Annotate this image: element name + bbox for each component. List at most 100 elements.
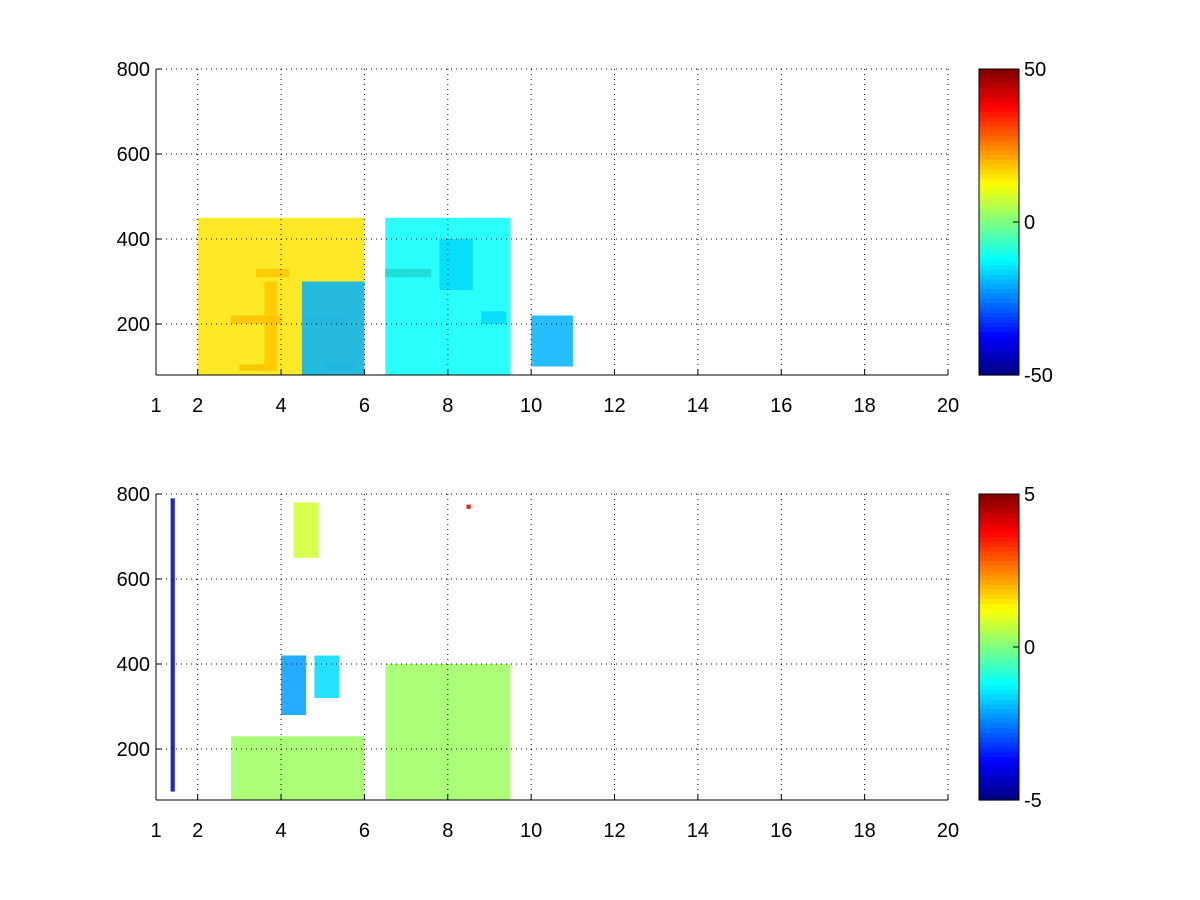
colorbar-swatch	[979, 159, 1019, 166]
colorbar-tick-label: 0	[1024, 212, 1035, 234]
heatmap-region-2	[385, 664, 511, 800]
colorbar-swatch	[979, 733, 1019, 739]
colorbar-swatch	[979, 155, 1019, 161]
x-tick-label: 8	[442, 395, 453, 417]
colorbar-swatch	[979, 747, 1019, 753]
colorbar-swatch	[979, 135, 1019, 142]
heatmap-region-3	[281, 655, 307, 715]
colorbar-swatch	[979, 164, 1019, 171]
colorbar-swatch	[979, 627, 1019, 634]
colorbar-swatch	[979, 336, 1019, 343]
colorbar-swatch	[979, 551, 1019, 557]
x-tick-label: 20	[937, 820, 959, 842]
colorbar-swatch	[979, 503, 1019, 509]
x-tick-label: 12	[603, 395, 625, 417]
colorbar-swatch	[979, 298, 1019, 304]
colorbar-swatch	[979, 541, 1019, 548]
x-tick-label: 6	[359, 820, 370, 842]
colorbar-swatch	[979, 728, 1019, 734]
colorbar-swatch	[979, 599, 1019, 605]
colorbar-swatch	[979, 546, 1019, 552]
colorbar-swatch	[979, 112, 1019, 118]
colorbar-swatch	[979, 355, 1019, 362]
colorbar-swatch	[979, 284, 1019, 290]
colorbar-swatch	[979, 92, 1019, 99]
colorbar-swatch	[979, 69, 1019, 75]
colorbar-swatch	[979, 202, 1019, 209]
colorbar-swatch	[979, 303, 1019, 309]
colorbar-swatch	[979, 570, 1019, 576]
colorbar-tick-label: 50	[1024, 59, 1046, 81]
colorbar-swatch	[979, 513, 1019, 519]
colorbar-swatch	[979, 212, 1019, 218]
colorbar-swatch	[979, 322, 1019, 328]
colorbar-swatch	[979, 589, 1019, 596]
colorbar-swatch	[979, 78, 1019, 84]
colorbar-swatch	[979, 279, 1019, 285]
x-tick-label: 2	[192, 395, 203, 417]
colorbar-swatch	[979, 666, 1019, 672]
colorbar-swatch	[979, 785, 1019, 792]
y-tick-label: 400	[117, 229, 150, 251]
colorbar-tick-label: 0	[1024, 637, 1035, 659]
colorbar-swatch	[979, 73, 1019, 80]
colorbar-swatch	[979, 603, 1019, 610]
x-tick-label: 1	[150, 395, 161, 417]
colorbar-swatch	[979, 618, 1019, 624]
colorbar-swatch	[979, 795, 1019, 801]
colorbar-swatch	[979, 556, 1019, 562]
colorbar-swatch	[979, 699, 1019, 705]
colorbar-swatch	[979, 193, 1019, 199]
colorbar-swatch	[979, 776, 1019, 782]
colorbar-swatch	[979, 537, 1019, 543]
colorbar-swatch	[979, 651, 1019, 658]
colorbar-swatch	[979, 351, 1019, 357]
colorbar-swatch	[979, 274, 1019, 280]
colorbar-swatch	[979, 656, 1019, 662]
colorbar-swatch	[979, 670, 1019, 677]
heatmap-region-12	[531, 315, 573, 367]
x-tick-label: 6	[359, 395, 370, 417]
colorbar-swatch	[979, 761, 1019, 768]
colorbar-swatch	[979, 226, 1019, 233]
colorbar-swatch	[979, 288, 1019, 295]
colorbar-swatch	[979, 102, 1019, 108]
colorbar-swatch	[979, 365, 1019, 371]
x-tick-label: 10	[520, 395, 542, 417]
colorbar-swatch	[979, 575, 1019, 581]
colorbar-swatch	[979, 522, 1019, 529]
colorbar-swatch	[979, 245, 1019, 252]
colorbar-swatch	[979, 222, 1019, 228]
x-tick-label: 4	[275, 820, 286, 842]
colorbar-swatch	[979, 346, 1019, 352]
colorbar-swatch	[979, 766, 1019, 772]
colorbar-swatch	[979, 231, 1019, 237]
colorbar-swatch	[979, 308, 1019, 314]
colorbar-swatch	[979, 752, 1019, 758]
colorbar-swatch	[979, 685, 1019, 691]
colorbar-swatch	[979, 183, 1019, 190]
x-tick-label: 16	[770, 820, 792, 842]
colorbar-swatch	[979, 83, 1019, 89]
x-tick-label: 20	[937, 395, 959, 417]
heatmap-region-4	[314, 655, 340, 698]
grid-lines	[156, 493, 949, 800]
colorbar-swatch	[979, 675, 1019, 682]
colorbar-swatch	[979, 580, 1019, 586]
colorbar-swatch	[979, 704, 1019, 710]
y-tick-label: 200	[117, 314, 150, 336]
colorbar-tick-label: -5	[1024, 790, 1042, 812]
colorbar-swatch	[979, 370, 1019, 376]
colorbar-swatch	[979, 150, 1019, 156]
colorbar-swatch	[979, 613, 1019, 619]
colorbar-swatch	[979, 116, 1019, 123]
colorbar-swatch	[979, 565, 1019, 572]
colorbar-swatch	[979, 718, 1019, 725]
colorbar-swatch	[979, 647, 1019, 653]
colorbar-swatch	[979, 241, 1019, 247]
colorbar-swatch	[979, 756, 1019, 763]
colorbar-swatch	[979, 642, 1019, 648]
